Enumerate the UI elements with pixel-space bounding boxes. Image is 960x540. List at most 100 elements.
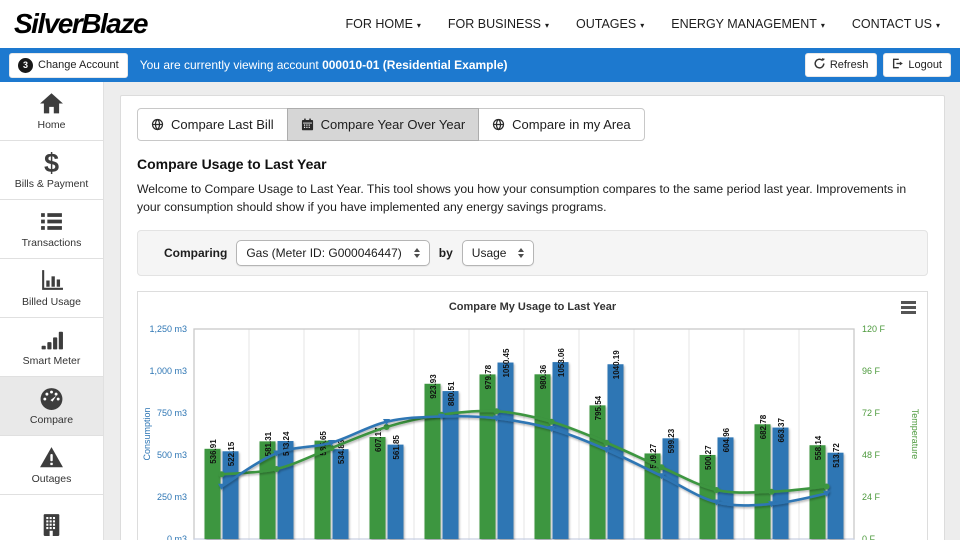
y-left-axis-title: Consumption [142, 407, 152, 460]
line-marker [823, 490, 830, 497]
line-marker [273, 450, 280, 457]
bar [314, 440, 331, 539]
tab-compare-year-over-year[interactable]: Compare Year Over Year [286, 108, 480, 141]
line-marker [328, 444, 335, 451]
bar [497, 362, 514, 539]
signal-icon [41, 331, 63, 350]
sidebar-item-home[interactable]: Home [0, 82, 103, 141]
bar-value-label: 1053.06 [557, 347, 566, 376]
bar [534, 373, 551, 539]
bar-value-label: 583.24 [282, 431, 291, 456]
logout-button[interactable]: Logout [883, 53, 951, 77]
chevron-down-icon: ▾ [545, 20, 550, 30]
nav-item-energy-management[interactable]: ENERGY MANAGEMENT ▾ [671, 17, 825, 31]
y-left-tick: 0 m3 [167, 534, 187, 540]
bar-series [204, 361, 844, 539]
y-left-tick: 250 m3 [157, 492, 187, 502]
y-left-tick: 1,250 m3 [149, 324, 187, 334]
bar-value-label: 880.51 [447, 381, 456, 406]
sidebar-item-bills-payment[interactable]: $ Bills & Payment [0, 141, 103, 200]
warning-icon [40, 447, 63, 468]
bar [552, 361, 569, 539]
select-stepper-icon [413, 247, 420, 258]
bar [827, 452, 844, 539]
usage-chart-panel: Compare My Usage to Last Year 536.91 581.… [137, 290, 928, 540]
nav-item-label: ENERGY MANAGEMENT [671, 17, 817, 31]
sidebar-item-outages[interactable]: Outages [0, 436, 103, 495]
bar [442, 390, 459, 539]
bar-value-label: 522.15 [227, 441, 236, 466]
change-account-label: Change Account [38, 59, 119, 71]
change-account-button[interactable]: 3 Change Account [9, 52, 128, 78]
y-left-tick: 500 m3 [157, 450, 187, 460]
refresh-button[interactable]: Refresh [804, 53, 878, 77]
sidebar-item-label: Smart Meter [22, 355, 81, 367]
account-count-badge: 3 [18, 57, 33, 73]
nav: FOR HOME ▾ FOR BUSINESS ▾ OUTAGES ▾ ENERGY MAN… [346, 17, 946, 31]
bar [754, 423, 771, 539]
bar-value-label: 1050.45 [502, 348, 511, 377]
page-title: Compare Usage to Last Year [137, 156, 327, 172]
building-icon [43, 513, 60, 536]
tab-compare-last-bill[interactable]: Compare Last Bill [137, 108, 288, 141]
chevron-down-icon: ▾ [640, 20, 645, 30]
compare-tabs: Compare Last Bill Compare Year Over Year C… [137, 108, 928, 141]
usage-chart-svg: 536.91 581.31 585.65 607.17 923.93 979.78 980.… [142, 324, 920, 540]
sidebar-item-smart-meter[interactable]: Smart Meter [0, 318, 103, 377]
meter-select-value: Gas (Meter ID: G000046447) [246, 245, 402, 260]
line-marker [493, 407, 500, 414]
bar-value-label: 561.85 [392, 434, 401, 459]
meter-select[interactable]: Gas (Meter ID: G000046447) [236, 239, 430, 266]
compare-by-select[interactable]: Usage [461, 239, 535, 266]
nav-item-for-business[interactable]: FOR BUSINESS ▾ [448, 17, 549, 31]
tab-label: Compare in my Area [512, 117, 631, 132]
account-name: 000010-01 (Residential Example) [322, 58, 508, 72]
sidebar-item-label: Billed Usage [22, 296, 81, 308]
page-description: Welcome to Compare Usage to Last Year. T… [137, 182, 907, 215]
bar [772, 427, 789, 539]
line-marker [603, 439, 610, 446]
gauge-icon [40, 388, 63, 410]
comparing-controls: Comparing Gas (Meter ID: G000046447) by … [137, 229, 928, 276]
y-right-tick: 72 F [862, 408, 881, 418]
y-right-tick: 96 F [862, 366, 881, 376]
bar [607, 363, 624, 539]
bar [662, 437, 679, 539]
bar-chart-icon [42, 270, 63, 290]
chart-title: Compare My Usage to Last Year [448, 300, 617, 313]
y-right-tick: 48 F [862, 450, 881, 460]
line-marker [383, 423, 390, 430]
sidebar-item-compare[interactable]: Compare [0, 377, 103, 436]
bar-value-label: 682.78 [759, 414, 768, 439]
chevron-down-icon: ▾ [416, 20, 421, 30]
nav-item-contact-us[interactable]: CONTACT US ▾ [852, 17, 940, 31]
sidebar: Home $ Bills & Payment Transactions Billed U… [0, 82, 104, 540]
bar [424, 383, 441, 539]
sidebar-item-more[interactable] [0, 495, 103, 540]
line-marker [218, 470, 225, 477]
dollar-icon: $ [44, 150, 59, 175]
compare-by-value: Usage [471, 245, 507, 260]
sidebar-item-label: Home [37, 119, 66, 131]
tab-compare-in-my-area[interactable]: Compare in my Area [478, 108, 645, 141]
bar-value-label: 1040.19 [612, 349, 621, 378]
svg-text:$: $ [44, 150, 59, 175]
bar-value-label: 663.37 [777, 417, 786, 442]
line-series [218, 407, 830, 495]
tab-label: Compare Last Bill [171, 117, 274, 132]
nav-item-outages[interactable]: OUTAGES ▾ [576, 17, 644, 31]
globe-icon [151, 118, 164, 131]
bar-value-label: 607.17 [374, 427, 383, 452]
nav-item-label: CONTACT US [851, 17, 932, 31]
logo[interactable]: SilverBlaze [14, 8, 148, 39]
nav-item-for-home[interactable]: FOR HOME ▾ [346, 17, 421, 31]
bar [332, 448, 349, 539]
line-marker [218, 483, 225, 490]
sidebar-item-transactions[interactable]: Transactions [0, 200, 103, 259]
bar-value-label: 500.27 [704, 445, 713, 470]
hamburger-menu-icon[interactable] [901, 299, 916, 317]
line-marker [658, 472, 665, 479]
sidebar-item-billed-usage[interactable]: Billed Usage [0, 259, 103, 318]
line-marker [713, 499, 720, 506]
